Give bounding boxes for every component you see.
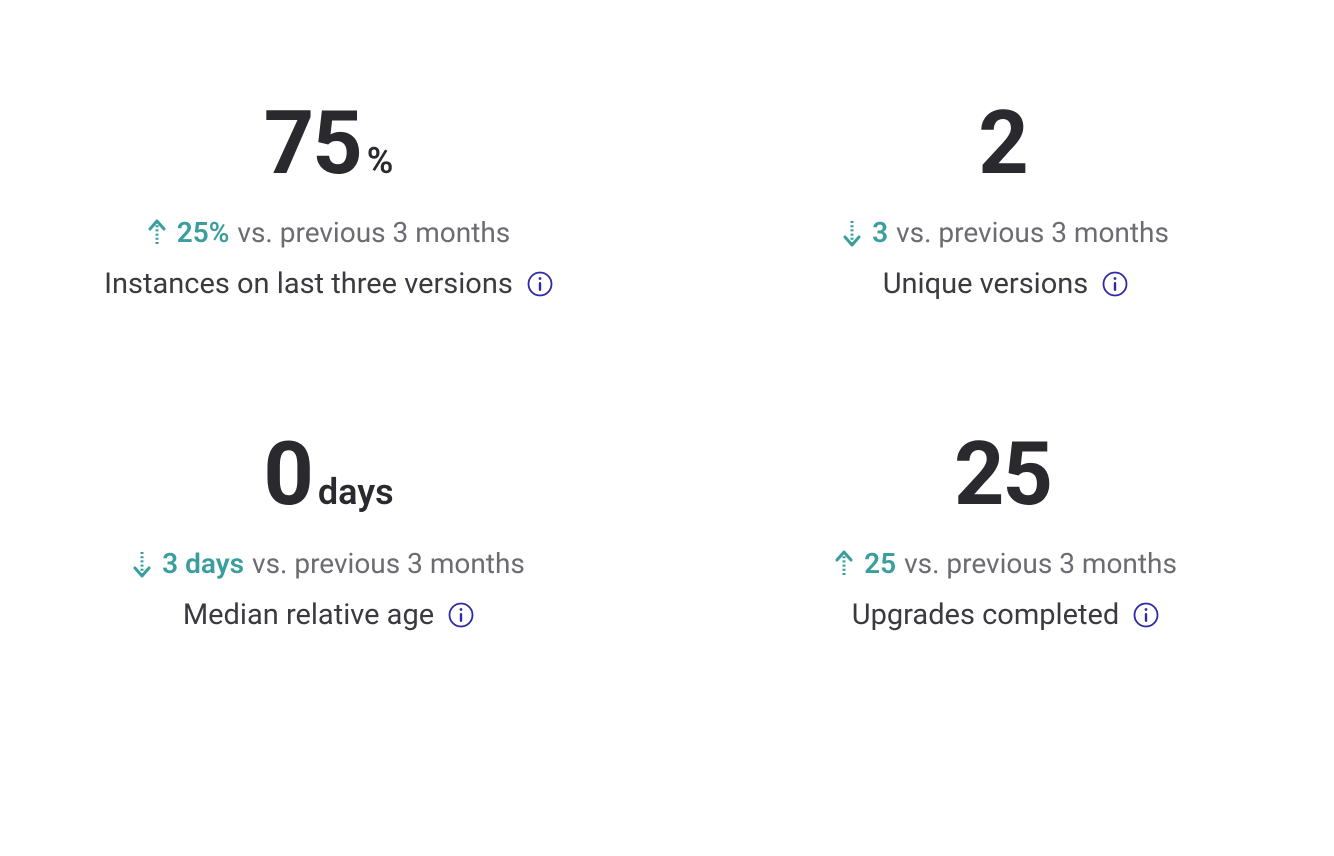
metric-value: 25 xyxy=(954,431,1057,519)
metric-label-row: Instances on last three versions xyxy=(104,267,553,301)
metric-change-value: 3 days xyxy=(162,547,244,580)
metric-change-context: vs. previous 3 months xyxy=(252,547,525,580)
arrow-down-icon xyxy=(842,219,862,247)
metric-value: 75 % xyxy=(264,100,394,188)
info-icon[interactable] xyxy=(1133,602,1159,628)
metrics-dashboard-grid: 75 % 25% vs. previous 3 months Instances… xyxy=(60,100,1274,632)
metric-label-text: Median relative age xyxy=(183,598,434,632)
metric-label-text: Unique versions xyxy=(883,267,1089,301)
metric-label-row: Unique versions xyxy=(883,267,1129,301)
metric-value-number: 75 xyxy=(264,100,361,188)
metric-label-text: Instances on last three versions xyxy=(104,267,513,301)
metric-card-upgrades-completed: 25 25 vs. previous 3 months Upgrades com… xyxy=(737,431,1274,632)
metric-value-unit: days xyxy=(318,471,394,513)
metric-change-row: 3 vs. previous 3 months xyxy=(842,216,1169,249)
metric-value-number: 2 xyxy=(978,100,1027,188)
metric-change-value: 25 xyxy=(864,547,896,580)
info-icon[interactable] xyxy=(448,602,474,628)
metric-value-number: 0 xyxy=(263,431,312,519)
metric-value: 0 days xyxy=(263,431,393,519)
metric-change-context: vs. previous 3 months xyxy=(237,216,510,249)
metric-label-row: Upgrades completed xyxy=(852,598,1159,632)
metric-card-unique-versions: 2 3 vs. previous 3 months Unique version… xyxy=(737,100,1274,301)
info-icon[interactable] xyxy=(1102,271,1128,297)
arrow-down-icon xyxy=(132,550,152,578)
metric-change-row: 25 vs. previous 3 months xyxy=(834,547,1177,580)
metric-value-number: 25 xyxy=(954,431,1051,519)
metric-value-unit: % xyxy=(367,140,394,182)
metric-card-median-age: 0 days 3 days vs. previous 3 months Medi… xyxy=(60,431,597,632)
metric-change-value: 25% xyxy=(177,216,230,249)
metric-change-value: 3 xyxy=(872,216,888,249)
metric-change-row: 3 days vs. previous 3 months xyxy=(132,547,525,580)
metric-card-instances: 75 % 25% vs. previous 3 months Instances… xyxy=(60,100,597,301)
arrow-up-icon xyxy=(834,550,854,578)
metric-value: 2 xyxy=(978,100,1033,188)
arrow-up-icon xyxy=(147,219,167,247)
metric-change-row: 25% vs. previous 3 months xyxy=(147,216,511,249)
metric-label-row: Median relative age xyxy=(183,598,474,632)
metric-change-context: vs. previous 3 months xyxy=(904,547,1177,580)
info-icon[interactable] xyxy=(527,271,553,297)
metric-label-text: Upgrades completed xyxy=(852,598,1119,632)
metric-change-context: vs. previous 3 months xyxy=(896,216,1169,249)
